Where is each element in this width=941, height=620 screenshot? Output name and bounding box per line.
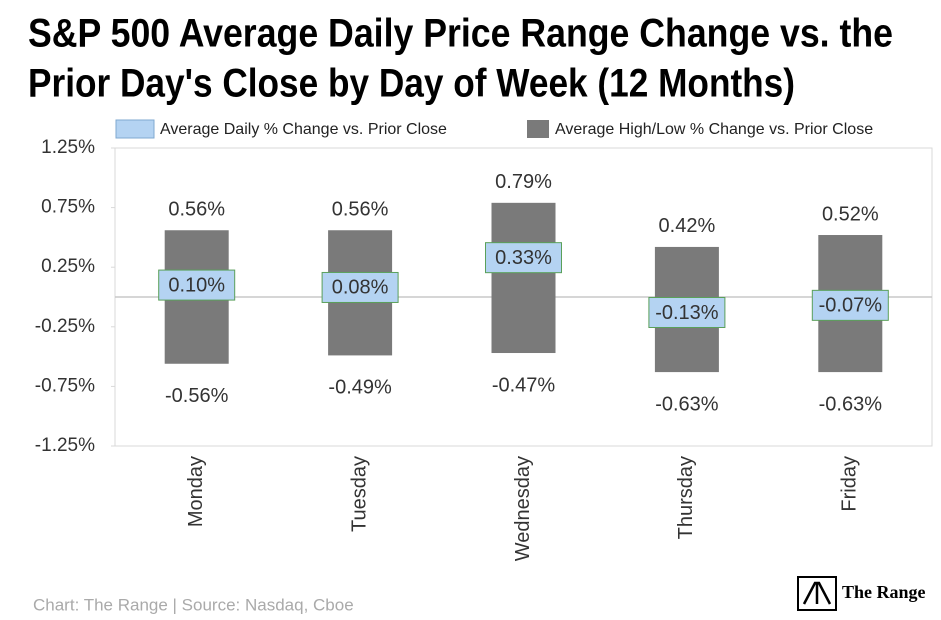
chart-title: Prior Day's Close by Day of Week (12 Mon… <box>28 62 795 106</box>
avg-label: -0.13% <box>655 302 719 324</box>
legend-swatch <box>527 120 549 138</box>
logo-text: The Range <box>842 582 926 602</box>
low-label: -0.56% <box>165 385 229 407</box>
logo: The Range <box>797 576 926 611</box>
chart-title: S&P 500 Average Daily Price Range Change… <box>28 12 893 56</box>
low-label: -0.63% <box>655 393 719 415</box>
avg-marker <box>811 289 889 321</box>
avg-marker <box>648 296 726 328</box>
y-tick-label: -0.75% <box>35 375 95 396</box>
x-tick-label: Tuesday <box>348 456 370 532</box>
y-tick-label: -1.25% <box>35 435 95 456</box>
range-bar <box>491 202 556 354</box>
low-label: -0.49% <box>328 377 392 399</box>
logo-icon <box>802 581 832 605</box>
x-tick-label: Monday <box>185 456 207 527</box>
high-label: 0.79% <box>495 171 552 193</box>
legend-swatch <box>115 119 155 139</box>
avg-label: 0.10% <box>168 274 225 296</box>
high-label: 0.52% <box>822 203 879 225</box>
x-tick-label: Friday <box>839 456 861 512</box>
x-tick-label: Thursday <box>675 456 697 539</box>
low-label: -0.63% <box>819 393 883 415</box>
legend-label: Average High/Low % Change vs. Prior Clos… <box>555 121 873 138</box>
high-label: 0.42% <box>659 215 716 237</box>
avg-marker <box>485 242 562 274</box>
y-tick-label: 0.25% <box>41 256 95 277</box>
y-tick-label: 0.75% <box>41 197 95 218</box>
y-tick-label: 1.25% <box>41 137 95 158</box>
avg-marker <box>321 271 399 303</box>
x-tick-label: Wednesday <box>512 456 534 561</box>
legend-label: Average Daily % Change vs. Prior Close <box>160 121 447 138</box>
low-label: -0.47% <box>492 374 556 396</box>
source: Chart: The Range | Source: Nasdaq, Cboe <box>33 595 354 614</box>
avg-marker <box>158 269 236 301</box>
high-label: 0.56% <box>332 199 389 221</box>
avg-label: 0.33% <box>495 247 552 269</box>
avg-label: 0.08% <box>332 277 389 299</box>
high-label: 0.56% <box>168 199 225 221</box>
y-tick-label: -0.25% <box>35 316 95 337</box>
avg-label: -0.07% <box>819 295 883 317</box>
